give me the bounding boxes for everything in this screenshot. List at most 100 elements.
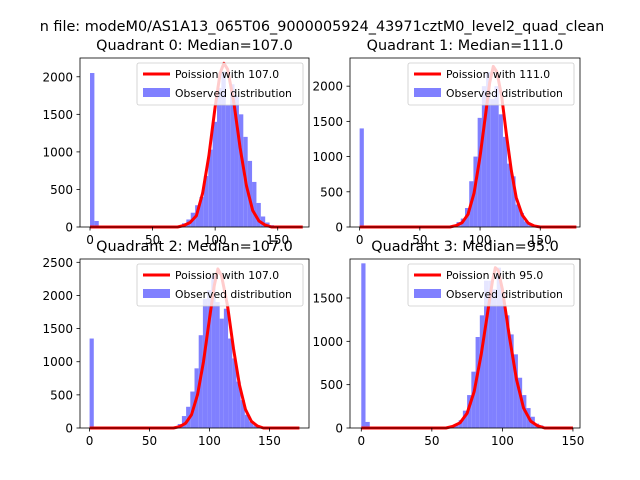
- legend-label-poisson: Poission with 107.0: [175, 68, 279, 81]
- histogram-bar: [488, 280, 493, 428]
- histogram-bar: [219, 318, 224, 428]
- histogram-bar: [240, 400, 245, 428]
- histogram-bar: [236, 381, 241, 428]
- legend-label-poisson: Poission with 111.0: [446, 68, 550, 81]
- histogram-bar: [208, 149, 213, 227]
- x-tick-label: 50: [142, 434, 157, 448]
- histogram-bar: [203, 175, 209, 227]
- histogram-bar: [498, 114, 503, 227]
- histogram-bar: [479, 315, 485, 428]
- histogram-bar: [517, 377, 523, 428]
- histogram-bar: [486, 72, 491, 227]
- histogram-bar: [454, 424, 459, 428]
- x-tick-label: 100: [198, 434, 221, 448]
- histogram-bar: [507, 163, 512, 227]
- histogram-bar: [90, 73, 95, 228]
- histogram-bar: [500, 292, 506, 428]
- legend-box: [407, 62, 575, 106]
- histogram-bar: [202, 298, 208, 428]
- y-tick-label: 500: [320, 185, 343, 199]
- histogram-bar: [492, 289, 497, 428]
- subplot-title: Quadrant 2: Median=107.0: [96, 239, 293, 255]
- x-tick-label: 0: [86, 434, 94, 448]
- y-tick-label: 1000: [312, 335, 343, 349]
- histogram-bar: [359, 128, 364, 227]
- histogram-bar: [490, 98, 495, 227]
- y-tick-label: 500: [50, 183, 73, 197]
- legend-label-observed: Observed distribution: [446, 87, 563, 100]
- histogram-bar: [260, 216, 266, 227]
- x-tick-label: 100: [491, 434, 514, 448]
- subplot-title: Quadrant 3: Median=95.0: [371, 239, 559, 255]
- y-tick-label: 0: [335, 221, 343, 235]
- x-tick-label: 0: [86, 233, 94, 247]
- y-tick-label: 1500: [312, 292, 343, 306]
- histogram-bar: [181, 416, 187, 428]
- y-tick-label: 2000: [42, 70, 73, 84]
- subplot-quadrant-2: Quadrant 2: Median=107.0 0 50 100 150050010…: [42, 239, 310, 448]
- legend-label-poisson: Poission with 107.0: [175, 269, 279, 282]
- y-tick-label: 1500: [42, 322, 73, 336]
- y-tick-label: 1000: [312, 150, 343, 164]
- y-tick-label: 2000: [312, 80, 343, 94]
- histogram-bar: [223, 308, 229, 428]
- figure-suptitle: n file: modeM0/AS1A13_065T06_9000005924_…: [40, 19, 605, 35]
- histogram-bar: [511, 176, 516, 227]
- histogram-bar: [528, 224, 533, 227]
- histogram-bar: [234, 95, 239, 227]
- subplot-quadrant-3: Quadrant 3: Median=95.0 0 50 100 1500500100…: [312, 239, 584, 448]
- histogram-bar: [484, 280, 489, 428]
- y-tick-label: 2000: [42, 289, 73, 303]
- legend-label-observed: Observed distribution: [175, 288, 292, 301]
- x-tick-label: 150: [266, 233, 289, 247]
- histogram-bar: [365, 421, 370, 428]
- y-tick-label: 1500: [312, 115, 343, 129]
- histogram-bar: [89, 338, 94, 428]
- histogram-bar: [477, 117, 482, 227]
- histogram-bar: [228, 338, 233, 428]
- histogram-bar: [94, 220, 99, 227]
- axes-frame: [79, 258, 310, 429]
- legend-label-observed: Observed distribution: [446, 288, 563, 301]
- x-tick-label: 0: [357, 434, 365, 448]
- histogram-bar: [496, 267, 501, 428]
- histogram-bar: [515, 204, 520, 227]
- histogram-bar: [211, 275, 216, 428]
- histogram-bar: [238, 114, 244, 227]
- histogram-bar: [221, 71, 226, 228]
- histogram-bar: [232, 358, 237, 428]
- subplot-quadrant-0: Quadrant 0: Median=107.0 0 50 100 150050010…: [42, 38, 310, 247]
- x-tick-label: 50: [424, 434, 439, 448]
- y-tick-label: 0: [65, 422, 73, 436]
- legend-bar-swatch: [414, 88, 441, 97]
- histogram-bar: [215, 302, 220, 428]
- axes-frame: [79, 57, 310, 228]
- y-tick-label: 0: [65, 221, 73, 235]
- histogram-bar: [462, 410, 468, 428]
- x-tick-label: 100: [469, 233, 492, 247]
- x-tick-label: 150: [561, 434, 584, 448]
- histogram-bar: [471, 371, 476, 428]
- x-tick-label: 150: [258, 434, 281, 448]
- subplot-title: Quadrant 0: Median=107.0: [96, 38, 293, 54]
- histogram-bar: [217, 88, 222, 228]
- legend-bar-swatch: [414, 289, 441, 298]
- histogram-bar: [230, 84, 235, 228]
- histogram-bar: [524, 221, 529, 227]
- histogram-bar: [475, 337, 480, 428]
- x-tick-label: 100: [204, 233, 227, 247]
- histogram-bar: [244, 414, 250, 428]
- histogram-bar: [249, 421, 254, 428]
- x-tick-label: 50: [412, 233, 427, 247]
- histogram-bar: [481, 86, 487, 228]
- legend-bar-swatch: [143, 88, 170, 97]
- histogram-bar: [199, 196, 204, 227]
- axes-frame: [349, 57, 581, 228]
- histogram-bar: [256, 202, 261, 227]
- x-tick-label: 50: [145, 233, 160, 247]
- y-tick-label: 0: [335, 422, 343, 436]
- histogram-bar: [502, 136, 508, 227]
- histogram-bar: [519, 212, 525, 227]
- legend-box: [136, 62, 304, 106]
